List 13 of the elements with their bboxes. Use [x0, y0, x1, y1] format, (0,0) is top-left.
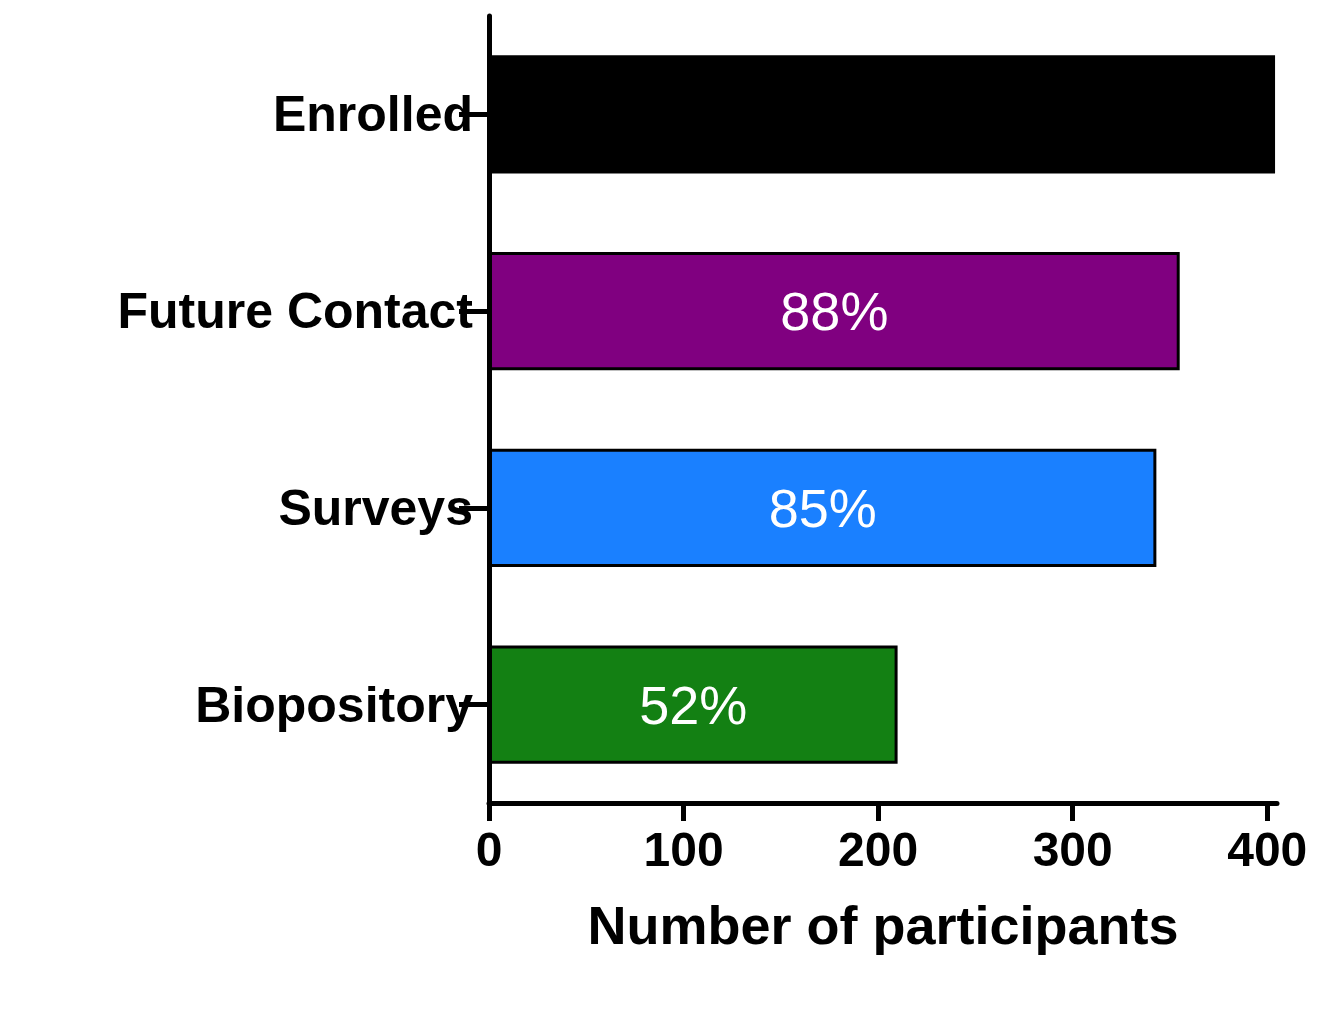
x-axis-title: Number of participants — [587, 895, 1179, 955]
y-tick-label: Enrolled — [272, 86, 473, 143]
x-tick-label: 200 — [838, 822, 919, 876]
annotation: 88% — [780, 281, 889, 342]
y-tick-label: Surveys — [278, 479, 473, 536]
x-tick-label: 0 — [475, 822, 503, 876]
x-tick-label: 300 — [1032, 822, 1113, 876]
x-tick-label: 100 — [643, 822, 724, 876]
x-tick-label: 400 — [1227, 822, 1308, 876]
y-tick-label: Future Contact — [117, 283, 474, 340]
annotation: 52% — [639, 674, 748, 735]
y-tick-label: Biopository — [195, 676, 474, 733]
annotation: 85% — [768, 477, 877, 538]
